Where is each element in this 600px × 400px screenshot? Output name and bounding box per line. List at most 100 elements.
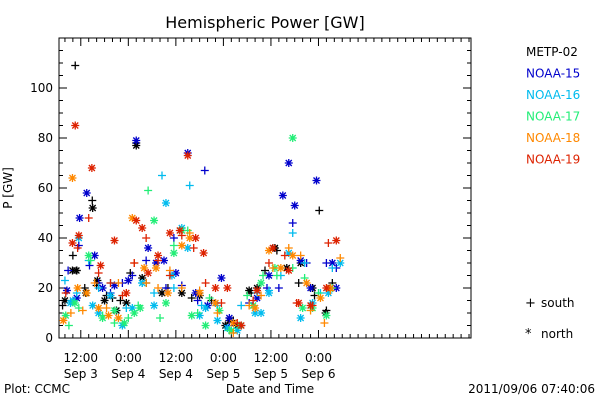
north-point — [165, 229, 174, 237]
south-point — [73, 244, 82, 252]
north-point — [290, 201, 299, 210]
north-point — [136, 304, 145, 312]
south-point — [142, 279, 151, 287]
south-point — [229, 329, 238, 337]
north-point — [175, 226, 184, 235]
north-point — [276, 264, 285, 272]
north-point — [328, 259, 337, 267]
south-point — [72, 289, 81, 297]
south-point — [94, 269, 103, 277]
north-point — [253, 294, 262, 302]
south-point — [261, 266, 269, 275]
south-point — [272, 271, 281, 280]
south-point — [90, 279, 99, 287]
x-tick-time-label: 12:00 — [63, 351, 98, 365]
south-point — [264, 259, 273, 267]
north-point — [94, 304, 103, 312]
north-point — [191, 234, 200, 242]
north-point — [68, 174, 77, 182]
north-point — [264, 246, 273, 255]
south-point — [78, 306, 87, 315]
north-point — [288, 251, 297, 260]
north-point — [316, 294, 325, 302]
south-point — [71, 61, 80, 70]
axes-group: 0 20 40 60 80 100 12:00 Sep 3 0:00 Sep 4 12:00 Sep … — [30, 38, 471, 381]
south-point — [288, 219, 297, 227]
south-point — [64, 321, 73, 330]
north-point — [128, 304, 137, 312]
north-point — [171, 269, 180, 277]
north-point — [87, 164, 96, 172]
north-point — [225, 314, 234, 322]
south-point — [243, 291, 252, 300]
y-tick-label: 20 — [38, 281, 53, 295]
south-point — [154, 284, 163, 292]
north-point — [201, 321, 210, 330]
south-point — [336, 254, 345, 262]
south-point — [114, 279, 123, 287]
north-point — [158, 289, 166, 297]
x-tick-time-label: 12:00 — [254, 351, 289, 365]
south-point — [64, 266, 73, 275]
legend-entry: NOAA-17 — [526, 110, 580, 124]
south-point — [142, 234, 151, 242]
south-point — [300, 259, 309, 267]
north-point — [195, 289, 204, 297]
north-point — [296, 256, 305, 265]
north-point — [322, 284, 331, 292]
south-point — [205, 294, 214, 302]
y-tick-label: 80 — [38, 131, 53, 145]
north-point — [71, 121, 80, 130]
north-point — [138, 274, 147, 282]
north-point — [140, 264, 149, 272]
north-point — [72, 266, 81, 275]
south-point — [257, 291, 266, 300]
north-point — [73, 284, 82, 292]
north-point — [264, 271, 273, 280]
north-point — [59, 316, 68, 325]
south-point — [201, 279, 210, 287]
south-point — [169, 234, 178, 242]
legend-entry: NOAA-18 — [526, 131, 580, 145]
north-point — [257, 309, 266, 317]
north-point — [211, 284, 220, 292]
north-point — [306, 301, 315, 310]
north-point — [302, 279, 311, 287]
north-point — [110, 306, 119, 315]
north-point — [211, 299, 220, 307]
north-point — [195, 311, 204, 320]
x-tick-date-label: Sep 4 — [159, 367, 193, 381]
north-point — [82, 289, 91, 297]
south-point — [158, 171, 166, 180]
south-point — [169, 284, 178, 292]
x-tick-time-label: 0:00 — [115, 351, 142, 365]
legend-marker-label: north — [541, 327, 573, 341]
north-point — [130, 309, 139, 317]
south-point — [187, 294, 196, 302]
legend-entry: NOAA-15 — [526, 67, 580, 81]
legend-entry: METP-02 — [526, 45, 578, 59]
north-point — [223, 324, 232, 332]
north-point — [223, 284, 232, 292]
north-point — [93, 276, 102, 285]
south-point — [280, 251, 289, 260]
south-point — [110, 319, 119, 327]
south-point — [106, 279, 115, 287]
chart-title: Hemispheric Power [GW] — [165, 13, 364, 32]
south-point — [294, 279, 303, 287]
north-point — [257, 279, 266, 287]
legend-marker-symbol: * — [525, 327, 532, 342]
x-tick-time-label: 0:00 — [210, 351, 237, 365]
south-point — [249, 296, 258, 305]
x-tick-time-label: 0:00 — [305, 351, 332, 365]
north-point — [177, 241, 186, 250]
x-axis-label: Date and Time — [226, 382, 314, 396]
north-point — [169, 249, 178, 257]
north-point — [122, 289, 131, 297]
north-point — [61, 311, 70, 320]
north-point — [185, 234, 194, 242]
north-point — [110, 281, 119, 290]
south-point — [169, 241, 178, 250]
north-point — [288, 134, 297, 142]
